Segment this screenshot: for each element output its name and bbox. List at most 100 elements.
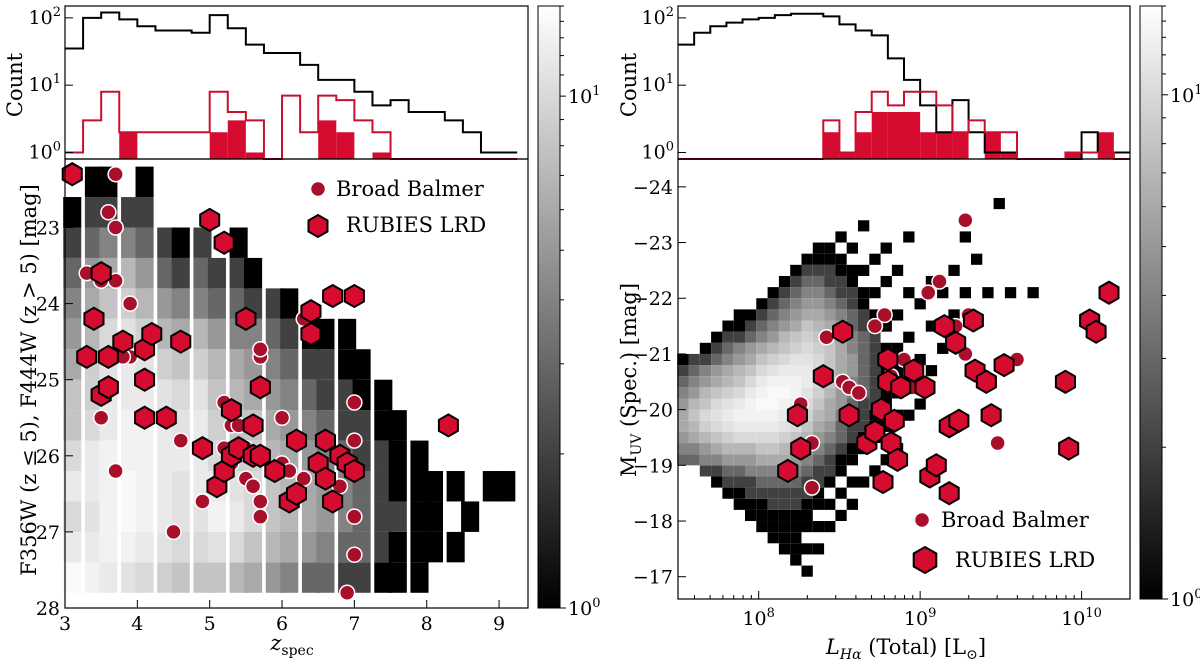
heatmap-cell: [869, 309, 881, 321]
heatmap-cell: [767, 420, 779, 432]
heatmap-cell: [482, 471, 501, 502]
heatmap-cell: [280, 288, 299, 319]
heatmap-cell: [722, 476, 734, 488]
heatmap-cell: [846, 476, 858, 488]
heatmap-cell: [846, 287, 858, 299]
heatmap-cell: [778, 532, 791, 544]
heatmap-cell: [790, 376, 802, 388]
heatmap-cell: [767, 365, 779, 377]
heatmap-cell: [157, 440, 176, 472]
heatmap-cell: [280, 318, 299, 350]
heatmap-cell: [846, 398, 858, 410]
heatmap-cell: [84, 166, 103, 198]
heatmap-cell: [121, 379, 140, 411]
x-tick-label: 109: [904, 606, 936, 630]
heatmap-cell: [157, 471, 176, 502]
heatmap-cell: [265, 288, 284, 319]
heatmap-cell: [688, 376, 700, 388]
heatmap-cell: [722, 365, 734, 377]
broad-balmer-point: [194, 493, 211, 510]
heatmap-cell: [824, 431, 836, 444]
heatmap-cell: [812, 275, 825, 288]
heatmap-cell: [824, 320, 836, 332]
heatmap-cell: [699, 376, 712, 388]
heatmap-cell: [790, 320, 802, 332]
rubies-lrd-point: [883, 408, 905, 433]
heatmap-cell: [744, 398, 757, 410]
heatmap-cell: [778, 543, 791, 555]
heatmap-cell: [171, 227, 190, 258]
heatmap-cell: [812, 431, 825, 444]
heatmap-cell: [914, 398, 926, 410]
hist-ytick-label: 102: [642, 5, 674, 29]
heatmap-cell: [767, 353, 779, 366]
left-colorbar-gradient: [537, 5, 561, 609]
heatmap-cell: [767, 409, 779, 421]
heatmap-cell: [835, 353, 847, 366]
broad-balmer-point: [107, 462, 124, 480]
heatmap-cell: [733, 431, 745, 444]
heatmap-cell: [711, 465, 723, 477]
x-tick-label: 4: [131, 613, 143, 635]
heatmap-cell: [338, 562, 357, 593]
heatmap-cell: [135, 197, 154, 228]
legend-rubies-lrd-marker: [307, 213, 329, 239]
heatmap-cell: [733, 320, 745, 332]
heatmap-cell: [767, 509, 779, 522]
heatmap-cell: [756, 309, 768, 321]
heatmap-cell: [744, 443, 757, 455]
heatmap-cell: [778, 498, 791, 510]
heatmap-cell: [812, 264, 825, 276]
heatmap-cell: [711, 376, 723, 388]
legend-rubies-lrd-label: RUBIES LRD: [955, 548, 1095, 572]
left-main-frame: [64, 158, 529, 609]
heatmap-cell: [846, 365, 858, 377]
rubies-lrd-point: [933, 313, 955, 339]
heatmap-cell: [84, 531, 103, 563]
rubies-lrd-point: [343, 458, 365, 484]
heatmap-cell: [824, 342, 836, 354]
rubies-lrd-point: [877, 347, 899, 372]
heatmap-cell: [846, 454, 858, 466]
heatmap-cell: [374, 410, 393, 441]
legend-rubies-lrd-label: RUBIES LRD: [346, 213, 486, 237]
heatmap-cell: [338, 349, 357, 380]
heatmap-cell: [744, 420, 757, 432]
heatmap-cell: [171, 379, 190, 411]
heatmap-cell: [316, 531, 335, 563]
rubies-lrd-point: [993, 352, 1015, 378]
y-tick-label: 24: [36, 294, 60, 316]
heatmap-cell: [207, 257, 226, 289]
heatmap-cell: [756, 320, 768, 332]
heatmap-cell: [835, 309, 847, 321]
heatmap-cell: [744, 365, 757, 377]
heatmap-cell: [857, 220, 870, 232]
left-panel: 100 101 102 Count 3 4 5 6 7 8 9 23 24 25 26 27 28 F356…: [3, 5, 600, 659]
broad-balmer-point: [876, 306, 893, 324]
rubies-lrd-point: [249, 443, 271, 468]
y-tick-label: 25: [36, 370, 60, 392]
heatmap-cell: [157, 379, 176, 411]
heatmap-cell: [280, 349, 299, 380]
rubies-lrd-point: [838, 403, 860, 428]
heatmap-cell: [778, 275, 791, 288]
heatmap-cell: [722, 443, 734, 455]
heatmap-cell: [937, 287, 949, 299]
heatmap-cell: [835, 365, 847, 377]
heatmap-cell: [914, 353, 926, 366]
heatmap-cell: [778, 398, 791, 410]
right-colorbar-gradient: [1139, 5, 1163, 600]
heatmap-cell: [835, 431, 847, 444]
heatmap-cell: [157, 349, 176, 380]
heatmap-cell: [790, 487, 802, 499]
heatmap-cell: [722, 387, 734, 399]
x-tick-label: 6: [276, 613, 288, 635]
heatmap-cell: [744, 454, 757, 466]
heatmap-cell: [135, 257, 154, 289]
hist-bar: [823, 132, 840, 159]
heatmap-cell: [171, 257, 190, 289]
heatmap-cell: [846, 298, 858, 310]
y-tick-label: −22: [633, 288, 673, 310]
heatmap-cell: [790, 498, 802, 510]
colorbar-tick-label: 101: [1170, 83, 1200, 107]
